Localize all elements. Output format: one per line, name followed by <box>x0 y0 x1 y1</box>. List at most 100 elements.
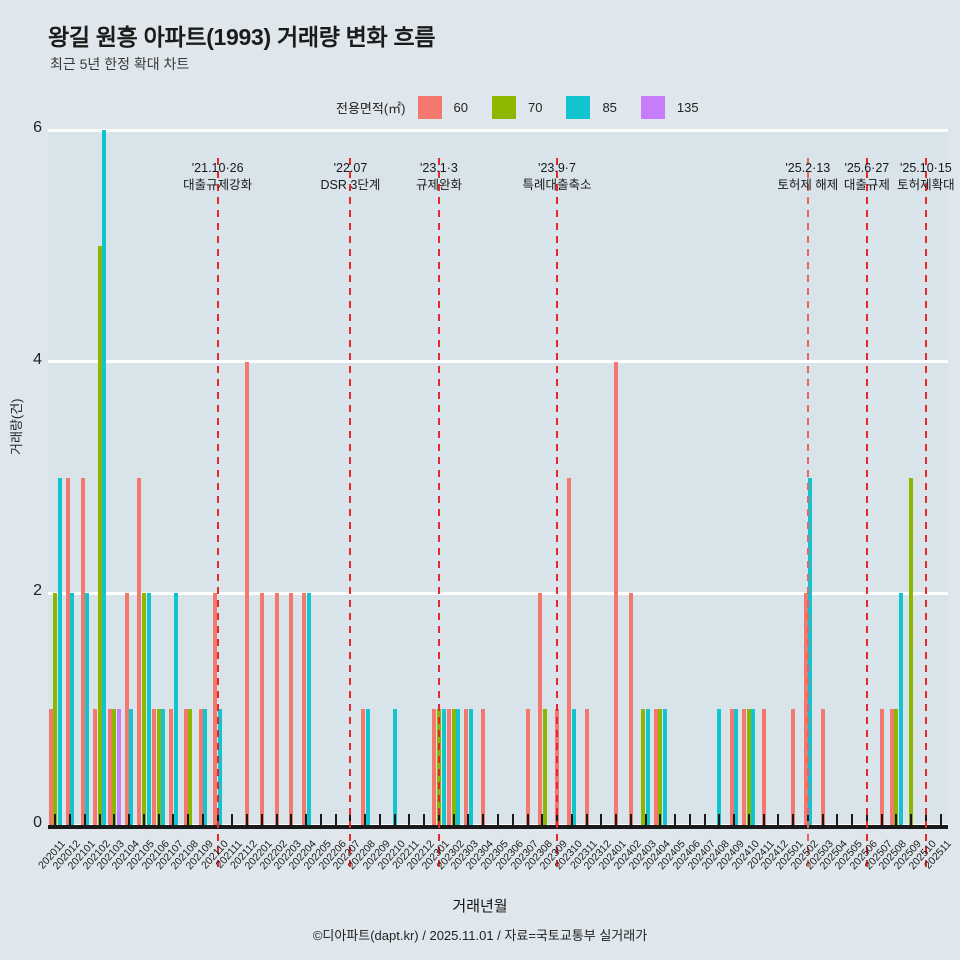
bar-202104-60[interactable] <box>124 593 129 825</box>
page-subtitle: 최근 5년 한정 확대 차트 <box>50 56 190 72</box>
bar-202204-60[interactable] <box>301 593 306 825</box>
bar-202011-60[interactable] <box>48 709 53 825</box>
bar-202402-60[interactable] <box>628 593 633 825</box>
bar-202508-70[interactable] <box>894 709 899 825</box>
bar-202310-85[interactable] <box>572 709 577 825</box>
bar-202104-85[interactable] <box>129 709 134 825</box>
legend-item-60[interactable]: 60 <box>417 96 486 119</box>
bar-202103-60[interactable] <box>107 709 112 825</box>
bar-202303-85[interactable] <box>468 709 473 825</box>
bar-202208-60[interactable] <box>360 709 365 825</box>
legend-item-135[interactable]: 135 <box>640 96 717 119</box>
bar-202105-70[interactable] <box>141 593 146 825</box>
x-tick-202310 <box>570 814 573 825</box>
bar-202201-60[interactable] <box>259 593 264 825</box>
bar-202107-85[interactable] <box>173 593 178 825</box>
bar-202508-85[interactable] <box>898 593 903 825</box>
bar-202101-60[interactable] <box>80 477 85 825</box>
bar-202410-85[interactable] <box>751 709 756 825</box>
event-vline-202502 <box>806 158 809 869</box>
x-tick-202409 <box>733 814 736 825</box>
bar-202509-70[interactable] <box>909 477 914 825</box>
bar-202301-85[interactable] <box>441 709 446 825</box>
bar-202507-60[interactable] <box>879 709 884 825</box>
bar-202503-60[interactable] <box>820 709 825 825</box>
bar-202404-70[interactable] <box>658 709 663 825</box>
bar-202411-60[interactable] <box>761 709 766 825</box>
bar-202106-60[interactable] <box>152 709 157 825</box>
bar-202203-60[interactable] <box>289 593 294 825</box>
bar-202502-85[interactable] <box>808 477 813 825</box>
bar-202101-85[interactable] <box>85 593 90 825</box>
bar-202105-60[interactable] <box>137 477 142 825</box>
bar-202304-60[interactable] <box>481 709 486 825</box>
bar-202308-60[interactable] <box>537 593 542 825</box>
bar-202310-60[interactable] <box>567 477 572 825</box>
bar-202110-60[interactable] <box>213 593 218 825</box>
legend-label-70: 70 <box>527 100 543 115</box>
bar-202012-60[interactable] <box>65 477 70 825</box>
bar-202302-70[interactable] <box>451 709 456 825</box>
legend: 전용면적(㎡) 60 70 85 135 <box>336 96 723 119</box>
legend-item-70[interactable]: 70 <box>491 96 560 119</box>
event-label-202207: '22.07 DSR 3단계 <box>290 160 410 194</box>
bar-202508-60[interactable] <box>889 709 894 825</box>
bar-202110-85[interactable] <box>217 709 222 825</box>
bar-202109-60[interactable] <box>198 709 203 825</box>
bar-202307-60[interactable] <box>525 709 530 825</box>
bar-202502-60[interactable] <box>803 593 808 825</box>
bar-202108-60[interactable] <box>183 709 188 825</box>
bar-202105-85[interactable] <box>146 593 151 825</box>
bar-202210-85[interactable] <box>392 709 397 825</box>
bar-202408-85[interactable] <box>717 709 722 825</box>
page-title: 왕길 원흥 아파트(1993) 거래량 변화 흐름 <box>48 24 436 50</box>
x-tick-202012 <box>69 814 72 825</box>
legend-item-85[interactable]: 85 <box>566 96 634 119</box>
bar-202404-85[interactable] <box>662 709 667 825</box>
bar-202409-60[interactable] <box>729 709 734 825</box>
bar-202303-60[interactable] <box>464 709 469 825</box>
bar-202102-70[interactable] <box>97 245 102 825</box>
event-date-202506: '25.6·27 <box>844 161 890 175</box>
bar-202012-85[interactable] <box>70 593 75 825</box>
bar-202403-85[interactable] <box>645 709 650 825</box>
x-tick-202507 <box>880 814 883 825</box>
bar-202103-135[interactable] <box>116 709 121 825</box>
bar-202403-70[interactable] <box>641 709 646 825</box>
bar-202302-60[interactable] <box>447 709 452 825</box>
bar-202311-60[interactable] <box>584 709 589 825</box>
bar-202011-70[interactable] <box>53 593 58 825</box>
bar-202112-60[interactable] <box>245 361 250 825</box>
bar-202109-85[interactable] <box>203 709 208 825</box>
legend-label-85: 85 <box>602 100 617 115</box>
event-label-202309: '23.9·7 특례대출축소 <box>497 160 617 194</box>
bar-202501-60[interactable] <box>791 709 796 825</box>
event-vline-202110 <box>216 158 219 869</box>
bar-202202-60[interactable] <box>274 593 279 825</box>
bar-202401-60[interactable] <box>614 361 619 825</box>
bar-202409-85[interactable] <box>734 709 739 825</box>
x-tick-202205 <box>319 814 322 825</box>
bar-202410-60[interactable] <box>742 709 747 825</box>
bar-202102-60[interactable] <box>93 709 98 825</box>
bar-202107-60[interactable] <box>169 709 174 825</box>
x-tick-202103 <box>113 814 116 825</box>
x-tick-202203 <box>290 814 293 825</box>
x-tick-202312 <box>600 814 603 825</box>
bar-202011-85[interactable] <box>57 477 62 825</box>
bar-202302-85[interactable] <box>456 709 461 825</box>
bar-202204-85[interactable] <box>306 593 311 825</box>
bar-202404-60[interactable] <box>653 709 658 825</box>
x-tick-202208 <box>364 814 367 825</box>
bar-202301-60[interactable] <box>432 709 437 825</box>
bar-202108-70[interactable] <box>188 709 193 825</box>
bar-202102-85[interactable] <box>102 130 107 825</box>
bar-202103-70[interactable] <box>112 709 117 825</box>
bar-202208-85[interactable] <box>365 709 370 825</box>
event-name-202207: DSR 3단계 <box>320 178 381 192</box>
bar-202410-70[interactable] <box>746 709 751 825</box>
bar-202106-70[interactable] <box>156 709 161 825</box>
event-vline-202309 <box>556 158 559 869</box>
bar-202308-70[interactable] <box>542 709 547 825</box>
bar-202106-85[interactable] <box>161 709 166 825</box>
